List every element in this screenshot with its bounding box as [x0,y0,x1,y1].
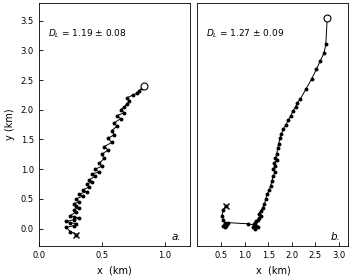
Text: $D_L$ = 1.19 ± 0.08: $D_L$ = 1.19 ± 0.08 [48,27,126,40]
X-axis label: x  (km): x (km) [97,266,132,276]
X-axis label: x  (km): x (km) [256,266,290,276]
Text: b.: b. [330,232,340,242]
Text: $D_L$ = 1.27 ± 0.09: $D_L$ = 1.27 ± 0.09 [206,27,285,40]
Text: a.: a. [172,232,181,242]
Y-axis label: y (km): y (km) [5,109,15,140]
